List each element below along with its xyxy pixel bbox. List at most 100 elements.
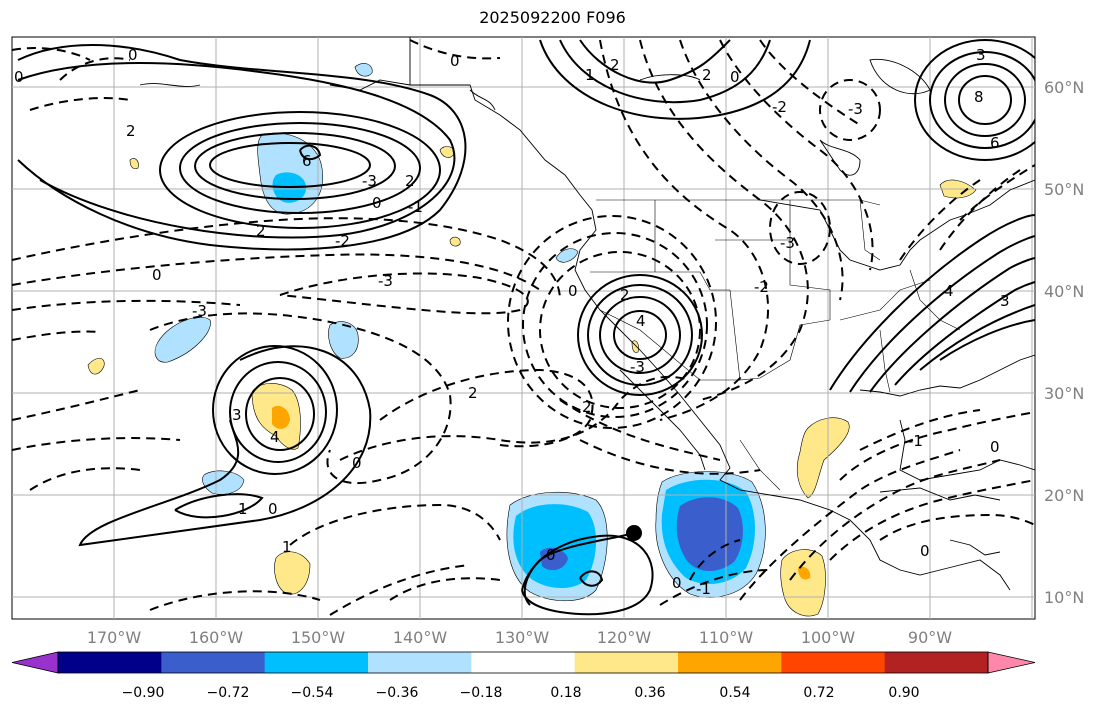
contour-label: -3	[780, 234, 795, 252]
contour-label: 0	[128, 46, 138, 64]
contour-label: 0	[268, 500, 278, 518]
colorbar-extend-low	[11, 651, 59, 674]
negative-area-small-4	[354, 63, 373, 77]
contour-label: -1	[696, 580, 711, 598]
lon-label: 170°W	[87, 628, 142, 647]
colorbar-segment	[471, 652, 576, 673]
storm-position-dot	[626, 525, 642, 541]
contour-label: 4	[944, 282, 954, 300]
contour-label: 6	[990, 134, 1000, 152]
lon-label: 110°W	[699, 628, 754, 647]
contour-label: 0	[920, 542, 930, 560]
lon-label: 100°W	[801, 628, 856, 647]
colorbar-segment	[574, 652, 679, 673]
lon-label: 120°W	[597, 628, 652, 647]
contour-label: 0	[672, 574, 682, 592]
colorbar-segment	[368, 652, 472, 673]
positive-area-small-5	[129, 158, 139, 170]
map-title: 2025092200 F096	[479, 8, 626, 27]
contour-label: -1	[908, 432, 923, 450]
positive-area-small-1	[87, 358, 105, 375]
contour-label: -3	[630, 358, 645, 376]
contour-label: 0	[372, 194, 382, 212]
colorbar-segment	[884, 652, 989, 673]
political-borders	[590, 199, 961, 491]
colorbar-tick: 0.54	[719, 685, 750, 701]
contour-label: 0	[568, 282, 578, 300]
positive-area-small-6	[780, 549, 826, 617]
colorbar-tick: 0.18	[550, 685, 581, 701]
lon-label: 160°W	[189, 628, 244, 647]
colorbar-frame	[57, 651, 989, 674]
colorbar-tick: −0.36	[376, 685, 419, 701]
contour-label: -3	[848, 100, 863, 118]
colorbar-tick: 0.36	[634, 685, 665, 701]
contour-label: 0	[730, 68, 740, 86]
contour-label: 4	[270, 428, 280, 446]
coastlines	[139, 37, 1035, 591]
negative-area-small-1	[154, 316, 211, 363]
solid-contours	[17, 39, 1035, 616]
contour-label: 0	[352, 454, 362, 472]
lat-label: 40°N	[1044, 282, 1084, 301]
colorbar-tick: −0.90	[122, 685, 165, 701]
colorbar-tick: 0.72	[803, 685, 834, 701]
colorbar-segment	[264, 652, 369, 673]
contour-label: 8	[974, 88, 984, 106]
contour-label: 2	[256, 222, 266, 240]
lat-label: 60°N	[1044, 78, 1084, 97]
contour-label: 3	[1000, 292, 1010, 310]
contour-label: 0	[14, 68, 24, 86]
contour-label: -2	[754, 278, 769, 296]
colorbar-segment	[58, 652, 162, 673]
lat-label: 50°N	[1044, 180, 1084, 199]
contour-label: 0	[990, 438, 1000, 456]
lon-label: 140°W	[393, 628, 448, 647]
latitude-labels: 60°N 50°N 40°N 30°N 20°N 10°N	[1044, 78, 1084, 607]
positive-area-small-2	[274, 551, 311, 595]
contour-label: 2	[702, 66, 712, 84]
colorbar-tick: 0.90	[888, 685, 919, 701]
contour-label: 3	[232, 406, 242, 424]
colorbar	[11, 651, 1036, 674]
colorbar-extend-high	[987, 651, 1036, 674]
lat-label: 30°N	[1044, 384, 1084, 403]
contour-label: 0	[450, 52, 460, 70]
positive-area-gulf	[796, 417, 850, 499]
contour-label: -3	[378, 272, 393, 290]
negative-area-small-3	[202, 470, 245, 495]
longitude-labels: 170°W 160°W 150°W 140°W 130°W 120°W 110°…	[87, 628, 952, 647]
lat-label: 20°N	[1044, 486, 1084, 505]
colorbar-tick: −0.54	[291, 685, 334, 701]
contour-label: -1	[408, 198, 423, 216]
colorbar-segment	[781, 652, 886, 673]
graticule	[12, 37, 1035, 619]
contour-label: 2	[610, 56, 620, 74]
storm-track	[523, 525, 642, 606]
contour-label: 1	[585, 66, 595, 84]
colorbar-segment	[161, 652, 266, 673]
contour-label: -2	[335, 232, 350, 250]
negative-area-small-5	[555, 248, 579, 263]
contour-label: 1	[282, 538, 292, 556]
colorbar-segment	[678, 652, 782, 673]
contour-label: 0	[546, 546, 556, 564]
lon-label: 130°W	[495, 628, 550, 647]
contour-label: 2	[126, 122, 136, 140]
contour-label: 2	[582, 398, 592, 416]
contour-label: 2	[620, 286, 630, 304]
contour-label: 1	[238, 500, 248, 518]
dashed-contours	[12, 39, 1035, 616]
colorbar-ticks: −0.90 −0.72 −0.54 −0.36 −0.18 0.18 0.36 …	[122, 685, 920, 701]
contour-label: -3	[192, 302, 207, 320]
contour-label: 3	[976, 46, 986, 64]
lat-label: 10°N	[1044, 588, 1084, 607]
contour-label: 2	[405, 172, 415, 190]
contour-label: 0	[152, 266, 162, 284]
lon-label: 90°W	[908, 628, 952, 647]
positive-area-small-4	[449, 236, 461, 247]
contour-label: 4	[636, 312, 646, 330]
contour-label: 6	[302, 152, 312, 170]
colorbar-tick: −0.18	[460, 685, 503, 701]
